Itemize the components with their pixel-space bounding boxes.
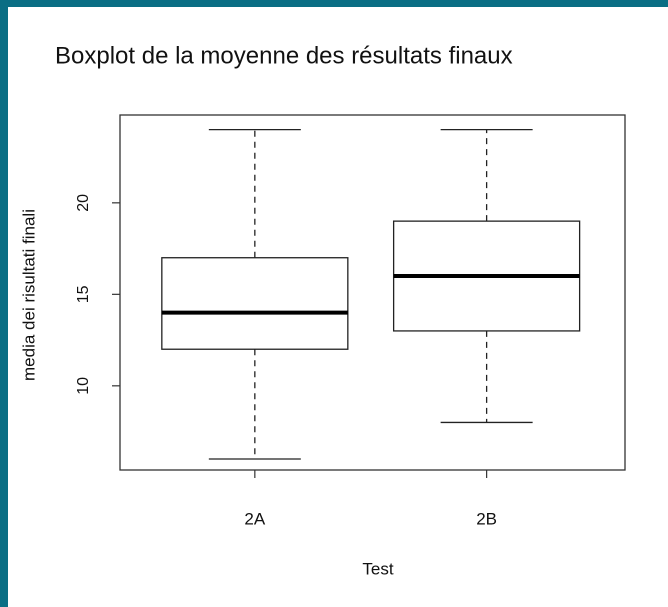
x-axis-label: Test bbox=[362, 559, 393, 578]
chart-title: Boxplot de la moyenne des résultats fina… bbox=[55, 42, 513, 69]
y-tick-label: 15 bbox=[75, 285, 92, 303]
x-tick-label: 2A bbox=[244, 509, 265, 528]
box bbox=[161, 257, 349, 350]
x-tick-label: 2B bbox=[476, 509, 497, 528]
y-tick-label: 20 bbox=[75, 194, 92, 212]
y-axis-label: media dei risultati finali bbox=[19, 209, 38, 381]
y-tick-label: 10 bbox=[75, 377, 92, 395]
left-border bbox=[0, 0, 8, 607]
plot-frame bbox=[119, 114, 626, 471]
top-border bbox=[0, 0, 668, 7]
